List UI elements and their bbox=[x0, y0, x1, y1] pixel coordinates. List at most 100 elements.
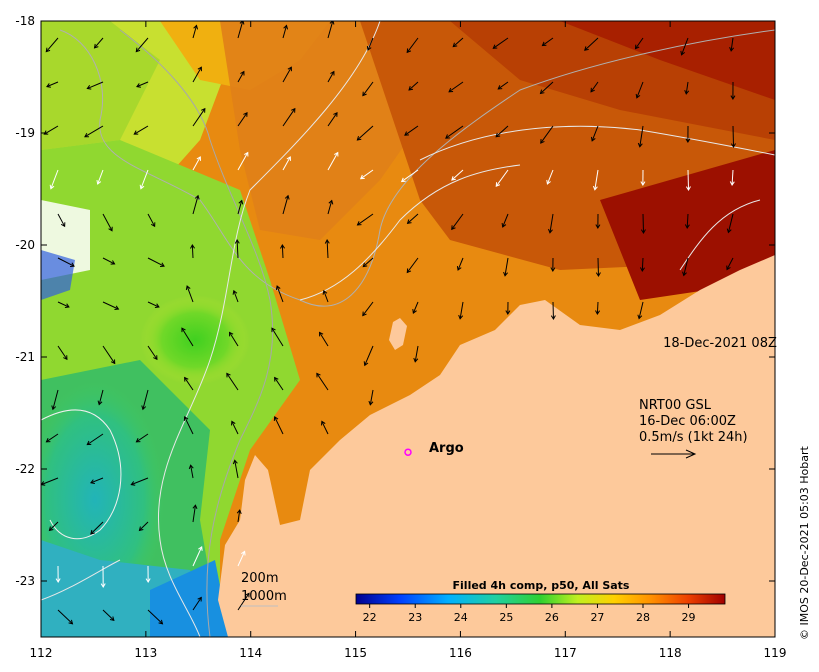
current-vector bbox=[274, 377, 284, 391]
current-vector-head bbox=[244, 151, 249, 157]
current-vector-head bbox=[190, 244, 195, 249]
current-vector bbox=[319, 332, 329, 347]
current-vector-head bbox=[356, 136, 362, 141]
current-vector bbox=[192, 25, 198, 39]
current-vector bbox=[102, 213, 113, 231]
current-vector-head bbox=[231, 420, 236, 426]
current-vector-head bbox=[84, 132, 89, 138]
current-vector bbox=[271, 327, 284, 347]
current-vector-head bbox=[640, 229, 646, 234]
current-vector bbox=[192, 66, 202, 83]
x-tick-label: 115 bbox=[344, 646, 367, 660]
current-vector bbox=[638, 301, 644, 319]
current-vector-head bbox=[595, 310, 601, 315]
current-vector bbox=[234, 460, 239, 479]
current-vector bbox=[136, 433, 149, 443]
y-tick-label: -23 bbox=[15, 574, 35, 588]
colorbar-tick-label: 23 bbox=[408, 611, 422, 624]
current-vector bbox=[282, 195, 289, 215]
contour-legend-200m: 200m bbox=[241, 571, 278, 586]
current-vector bbox=[102, 301, 119, 310]
y-tick-label: -18 bbox=[15, 14, 35, 28]
current-vector bbox=[191, 244, 194, 259]
current-vector bbox=[274, 416, 284, 435]
current-vector bbox=[497, 81, 509, 90]
current-vector bbox=[406, 257, 419, 273]
current-vector-head bbox=[590, 87, 595, 93]
current-vector bbox=[321, 421, 329, 435]
current-vector bbox=[192, 505, 196, 523]
current-vector-head bbox=[445, 134, 450, 139]
current-vector bbox=[192, 546, 203, 567]
current-vector bbox=[181, 327, 194, 347]
current-vector-head bbox=[684, 224, 690, 229]
current-vector-head bbox=[330, 70, 335, 76]
current-vector-head bbox=[232, 459, 238, 465]
current-vector-head bbox=[51, 405, 57, 411]
current-vector bbox=[730, 37, 734, 51]
current-vector-head bbox=[49, 184, 55, 190]
current-vector bbox=[414, 345, 419, 362]
current-vector bbox=[357, 125, 374, 141]
current-vector bbox=[147, 301, 160, 308]
current-vector bbox=[727, 213, 734, 233]
current-vector-head bbox=[368, 400, 374, 406]
current-vector bbox=[281, 244, 284, 259]
current-vector bbox=[406, 37, 419, 53]
current-vector bbox=[448, 81, 464, 93]
x-tick-label: 114 bbox=[239, 646, 262, 660]
current-vector-head bbox=[316, 372, 321, 378]
current-vector-head bbox=[406, 48, 412, 54]
current-vector-head bbox=[226, 372, 231, 378]
current-vector-head bbox=[539, 89, 545, 95]
current-vector-head bbox=[412, 309, 417, 314]
current-vector-head bbox=[192, 504, 198, 510]
current-vector-head bbox=[592, 185, 598, 191]
current-vector bbox=[542, 37, 554, 46]
current-vector bbox=[502, 213, 509, 228]
current-vector bbox=[46, 433, 59, 443]
current-vector-head bbox=[241, 550, 246, 556]
current-vector bbox=[192, 156, 201, 171]
current-vector-head bbox=[540, 139, 545, 144]
current-vector-head bbox=[48, 526, 54, 532]
current-vector-head bbox=[685, 138, 691, 143]
current-vector-head bbox=[55, 578, 61, 583]
current-vector bbox=[46, 81, 59, 88]
current-vector-head bbox=[238, 199, 244, 205]
y-tick-label: -22 bbox=[15, 462, 35, 476]
current-vector bbox=[546, 169, 554, 185]
current-vector-head bbox=[96, 179, 102, 185]
current-vector bbox=[687, 169, 690, 191]
x-tick-label: 119 bbox=[764, 646, 787, 660]
current-vector-head bbox=[229, 331, 234, 337]
current-vector bbox=[147, 345, 158, 360]
current-vector bbox=[316, 373, 329, 391]
current-vector bbox=[357, 213, 374, 226]
current-vector bbox=[237, 152, 249, 171]
current-vector-head bbox=[150, 222, 156, 228]
current-vector-head bbox=[726, 265, 731, 271]
current-vector bbox=[147, 213, 156, 227]
current-vector-head bbox=[145, 578, 151, 583]
current-vector bbox=[90, 521, 104, 535]
vector-scale-label: 0.5m/s (1kt 24h) bbox=[639, 430, 748, 445]
current-vector bbox=[327, 112, 338, 127]
current-vector-head bbox=[114, 305, 120, 311]
current-vector bbox=[451, 169, 464, 181]
current-vector-head bbox=[363, 361, 369, 367]
current-vector-head bbox=[135, 438, 141, 443]
current-vector-head bbox=[284, 194, 290, 200]
current-vector bbox=[57, 213, 66, 227]
current-vector-head bbox=[45, 438, 51, 443]
current-vector-head bbox=[640, 181, 646, 186]
current-vector bbox=[57, 301, 70, 308]
current-vector-head bbox=[183, 416, 189, 421]
colorbar bbox=[355, 593, 726, 605]
credit-text: © IMOS 20-Dec-2021 05:03 Hobart bbox=[798, 445, 811, 640]
current-vector-head bbox=[362, 91, 367, 97]
colorbar-tick-label: 26 bbox=[545, 611, 559, 624]
current-vector-head bbox=[635, 93, 641, 99]
current-vector bbox=[596, 301, 599, 315]
current-vector-head bbox=[682, 271, 687, 277]
